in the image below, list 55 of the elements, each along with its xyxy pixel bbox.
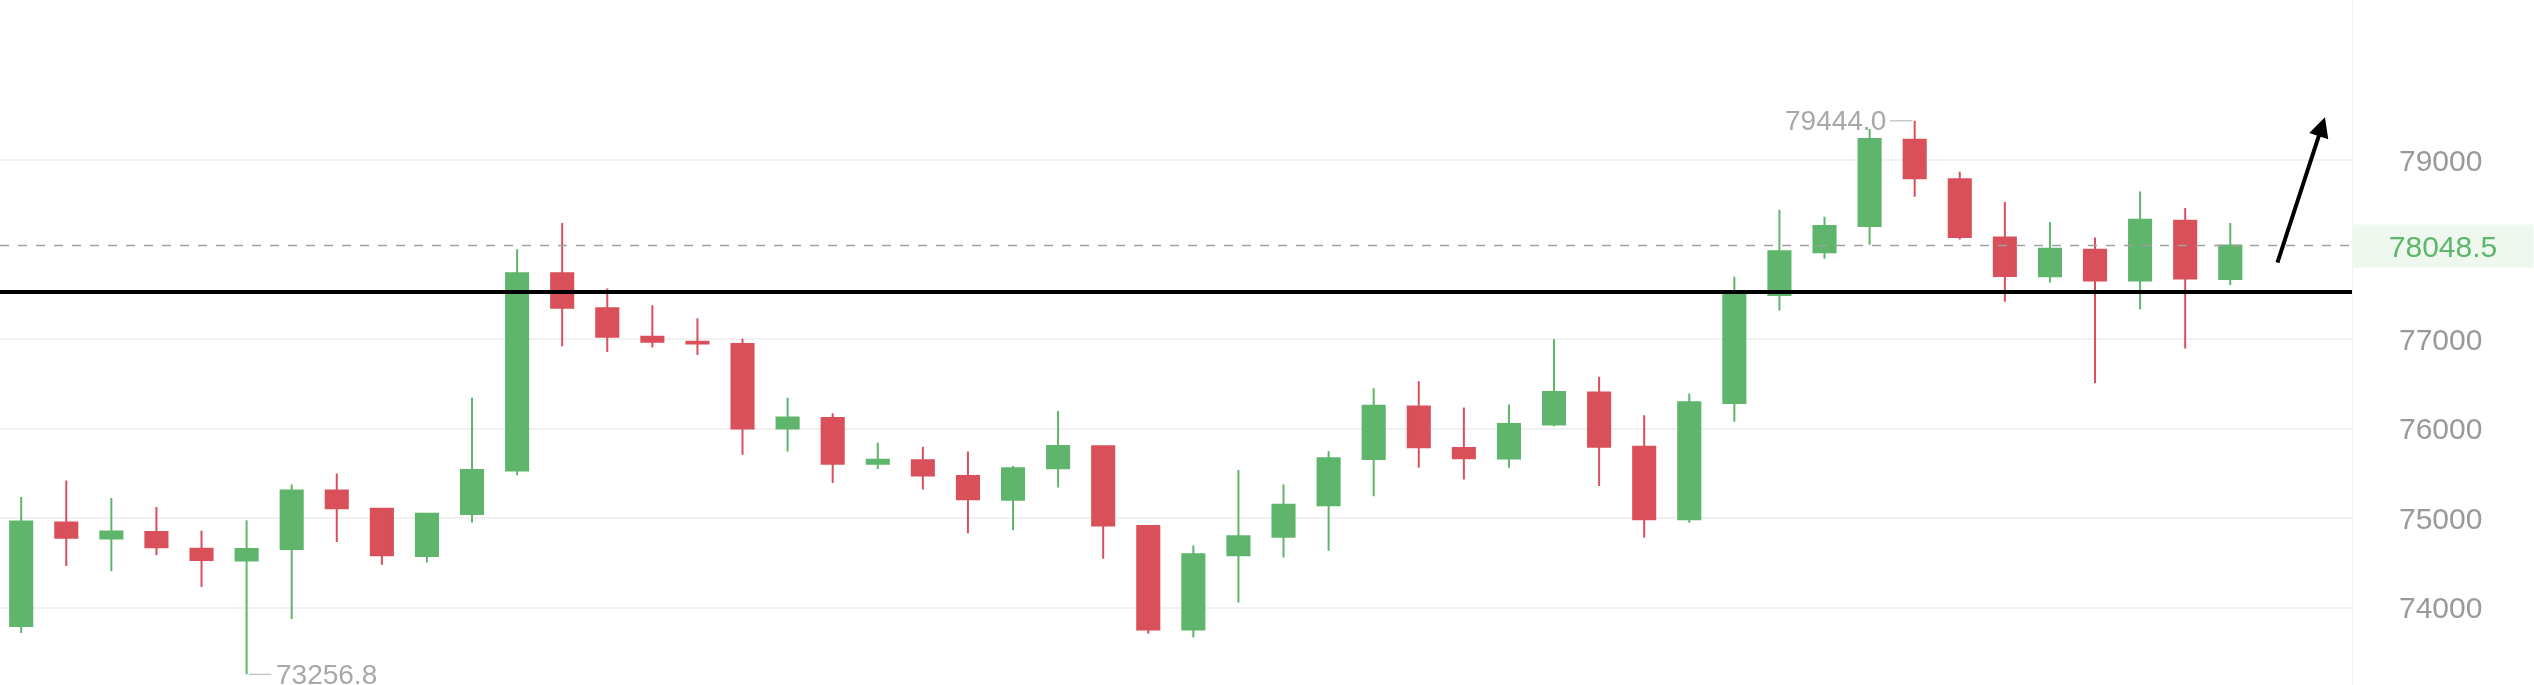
candlestick <box>1406 380 1431 469</box>
candlestick <box>550 221 575 348</box>
candlestick <box>414 512 439 564</box>
candlestick <box>1271 483 1296 559</box>
candlestick <box>1587 375 1612 488</box>
candlestick <box>2173 207 2198 350</box>
annotation: 73256.8 <box>276 659 378 685</box>
candlestick <box>1000 465 1026 532</box>
candlestick <box>1812 215 1837 260</box>
candlestick <box>144 506 169 557</box>
candlestick <box>1316 450 1341 552</box>
candlestick <box>640 304 665 349</box>
candlestick <box>505 248 530 477</box>
candlestick <box>1677 392 1702 524</box>
candlestick <box>2218 221 2243 287</box>
candlestick <box>595 287 620 353</box>
candlestick <box>2082 236 2108 385</box>
annotation: 79444.0 <box>1785 105 1887 136</box>
candlestick <box>1992 200 2017 303</box>
candlestick <box>1181 544 1206 639</box>
candlestick <box>1947 170 1972 241</box>
candlestick <box>99 496 124 573</box>
candlestick <box>189 529 214 589</box>
y-tick-label: 75000 <box>2399 501 2483 535</box>
candlestick <box>9 495 34 635</box>
candlestick <box>1136 524 1161 635</box>
candlestick <box>955 450 980 535</box>
candlestick <box>2128 190 2153 311</box>
candlestick <box>820 412 845 485</box>
candlestick <box>279 483 304 620</box>
candlestick <box>459 396 485 524</box>
candlestick <box>1722 275 1747 423</box>
y-tick-label: 79000 <box>2399 143 2483 177</box>
candlestick <box>1632 414 1657 539</box>
candlestick <box>1226 468 1251 604</box>
candlestick <box>775 396 800 453</box>
candlestick <box>685 317 710 356</box>
y-tick-label: 77000 <box>2399 322 2483 356</box>
candlestick <box>2037 221 2062 284</box>
candlestick <box>1496 403 1521 469</box>
candlestick <box>1541 338 1567 428</box>
candlestick <box>1091 444 1116 560</box>
candlestick <box>910 445 935 491</box>
candlestick <box>324 472 349 544</box>
candlestick <box>1046 409 1071 489</box>
candlestick <box>54 479 79 568</box>
ref-line-label: 78048.5 <box>2388 229 2498 263</box>
candlestick <box>730 337 755 456</box>
candlestick <box>865 441 890 471</box>
candlestick <box>1451 406 1476 481</box>
candlestick <box>1767 208 1792 312</box>
candlestick <box>369 507 394 566</box>
y-tick-label: 74000 <box>2399 591 2483 625</box>
y-tick-label: 76000 <box>2399 412 2483 446</box>
candlestick <box>1361 387 1386 498</box>
